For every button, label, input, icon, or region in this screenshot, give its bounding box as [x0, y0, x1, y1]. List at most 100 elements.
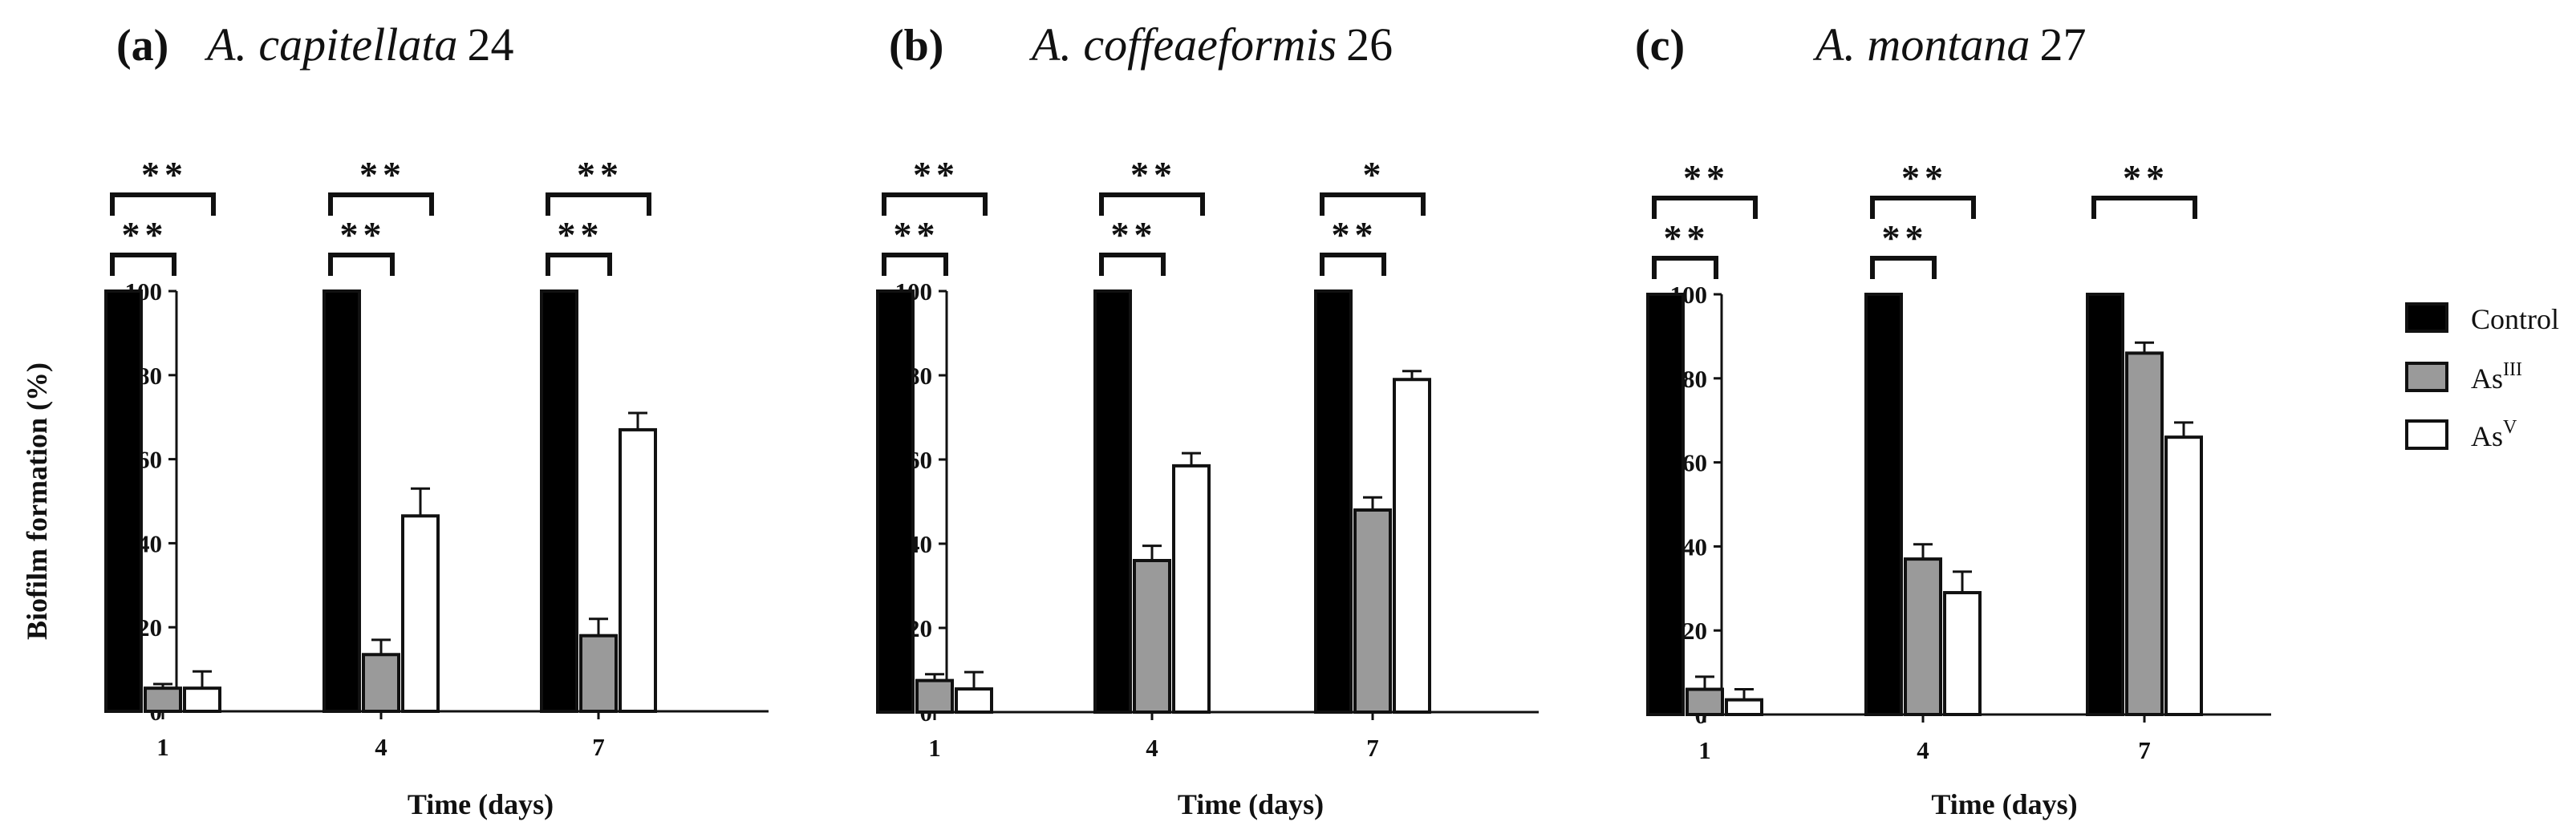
bar-control-day-1	[1646, 293, 1685, 716]
bar-control-day-1	[104, 289, 143, 713]
significance-label: **	[359, 154, 406, 195]
x-tick-label: 1	[156, 733, 169, 761]
significance-label: **	[2123, 157, 2169, 198]
significance-bracket	[110, 192, 216, 216]
x-tick-label: 4	[1917, 736, 1929, 764]
legend-item-1: Control	[2405, 302, 2559, 335]
legend-swatch	[2405, 419, 2448, 450]
significance-label: **	[340, 214, 387, 255]
significance-bracket	[328, 253, 395, 276]
significance-bracket	[1870, 256, 1937, 279]
bar-control-day-4	[1093, 289, 1132, 714]
legend-label: AsV	[2471, 417, 2517, 452]
panel-label: (b) A. coffeaeformis 26	[889, 18, 1393, 71]
bar-asiii-day-7	[1353, 508, 1392, 714]
x-tick-label: 1	[1698, 736, 1711, 764]
bar-control-day-4	[323, 289, 361, 713]
y-axis-title: Biofilm formation (%)	[21, 362, 53, 640]
legend-label: Control	[2471, 303, 2559, 335]
legend-item-3: AsV	[2405, 417, 2517, 452]
bar-asiii-day-4	[1904, 557, 1942, 716]
significance-label: **	[1683, 157, 1730, 198]
bar-asv-day-7	[2164, 435, 2203, 716]
panel-species: A. coffeaeformis	[1028, 18, 1337, 71]
x-tick-label: 7	[1366, 734, 1379, 762]
y-tick-label: 80	[1682, 365, 1707, 393]
significance-bracket	[328, 192, 434, 216]
y-tick-label: 40	[1682, 532, 1707, 561]
significance-label: **	[558, 214, 604, 255]
bar-asv-day-1	[1725, 698, 1763, 716]
significance-label: **	[1901, 157, 1948, 198]
panel-3: (c)A. montana27020406080100147Time (days…	[1635, 18, 2271, 820]
bar-asv-day-4	[1172, 464, 1211, 714]
bar-asv-day-7	[619, 427, 657, 713]
significance-bracket	[546, 253, 612, 276]
significance-label: **	[1882, 217, 1929, 258]
x-axis-title: Time (days)	[408, 788, 554, 820]
panel-label: (a) A. capitellata 24	[116, 18, 514, 71]
panel-strain: 24	[468, 18, 514, 71]
significance-label: **	[1111, 214, 1158, 255]
y-tick-label: 60	[1682, 449, 1707, 477]
legend-swatch	[2405, 302, 2448, 333]
bar-control-day-7	[540, 289, 578, 713]
panel-2: (b)A. coffeaeformis26020406080100147Time…	[876, 18, 1539, 820]
significance-label: **	[894, 214, 940, 255]
legend-label-base: Control	[2471, 303, 2559, 335]
bar-asiii-day-1	[915, 678, 954, 714]
legend-label-base: As	[2471, 362, 2503, 395]
panel-species: A. montana	[1812, 18, 2030, 71]
panel-letter: (a)	[116, 21, 168, 71]
significance-bracket	[1320, 192, 1426, 216]
significance-bracket	[1870, 196, 1976, 219]
x-tick-label: 7	[2138, 736, 2151, 764]
panel-1: (a)A. capitellata24020406080100Biofilm f…	[21, 18, 769, 820]
significance-label: **	[141, 154, 188, 195]
significance-bracket	[1320, 253, 1386, 276]
legend-label-superscript: V	[2503, 417, 2517, 438]
x-axis-title: Time (days)	[1931, 788, 2077, 820]
panel-strain: 27	[2039, 18, 2086, 71]
panel-label: (c) A. montana 27	[1635, 18, 2086, 71]
significance-label: **	[913, 154, 959, 195]
significance-bracket	[1652, 196, 1758, 219]
bar-control-day-1	[876, 289, 915, 714]
significance-bracket	[110, 253, 176, 276]
y-tick-label: 20	[1682, 617, 1707, 645]
panel-species: A. capitellata	[204, 18, 458, 71]
legend-label-superscript: III	[2503, 359, 2522, 380]
bar-asv-day-7	[1393, 378, 1431, 714]
legend-swatch	[2405, 362, 2448, 392]
bar-control-day-7	[2086, 293, 2124, 716]
bar-asv-day-4	[1943, 591, 1982, 716]
x-tick-label: 4	[1146, 734, 1158, 762]
significance-label: **	[1664, 217, 1710, 258]
significance-label: **	[577, 154, 623, 195]
x-tick-label: 7	[592, 733, 605, 761]
x-tick-label: 1	[928, 734, 941, 762]
x-axis-title: Time (days)	[1178, 788, 1324, 820]
significance-bracket	[1099, 253, 1166, 276]
chart-panels: (a)A. capitellata24020406080100Biofilm f…	[21, 18, 2271, 820]
legend-item-2: AsIII	[2405, 359, 2522, 395]
bar-control-day-4	[1864, 293, 1903, 716]
legend-label: AsIII	[2471, 359, 2522, 395]
significance-label: **	[1332, 214, 1378, 255]
significance-bracket	[1099, 192, 1205, 216]
significance-label: **	[1130, 154, 1177, 195]
bar-asv-day-4	[401, 514, 440, 714]
bar-asiii-day-7	[579, 634, 618, 713]
panel-letter: (c)	[1635, 21, 1685, 71]
significance-label: **	[122, 214, 168, 255]
bar-control-day-7	[1314, 289, 1353, 714]
significance-bracket	[2091, 196, 2197, 219]
significance-bracket	[882, 253, 948, 276]
panel-strain: 26	[1346, 18, 1393, 71]
significance-label: *	[1363, 154, 1386, 195]
legend-label-base: As	[2471, 420, 2503, 452]
panel-letter: (b)	[889, 21, 943, 71]
bar-asv-day-1	[183, 686, 221, 713]
